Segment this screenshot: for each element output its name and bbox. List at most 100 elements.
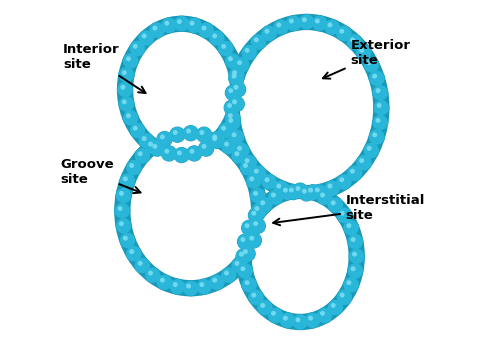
- Circle shape: [230, 81, 246, 97]
- Circle shape: [305, 185, 320, 200]
- Circle shape: [118, 96, 134, 112]
- Circle shape: [260, 200, 265, 205]
- Circle shape: [196, 127, 212, 142]
- Circle shape: [292, 182, 308, 199]
- Circle shape: [350, 169, 355, 174]
- Circle shape: [280, 312, 295, 328]
- Circle shape: [340, 293, 344, 298]
- Circle shape: [347, 234, 364, 250]
- Circle shape: [246, 173, 262, 189]
- Circle shape: [254, 206, 260, 211]
- Circle shape: [366, 146, 372, 151]
- Circle shape: [336, 207, 352, 224]
- Circle shape: [209, 30, 224, 46]
- Circle shape: [228, 56, 233, 61]
- Circle shape: [302, 17, 307, 22]
- Circle shape: [250, 218, 266, 234]
- Circle shape: [304, 312, 321, 329]
- Text: Exterior
site: Exterior site: [323, 39, 410, 79]
- Circle shape: [221, 268, 236, 283]
- Circle shape: [359, 158, 364, 163]
- Circle shape: [122, 99, 127, 104]
- Circle shape: [328, 22, 332, 27]
- Circle shape: [202, 26, 206, 31]
- Circle shape: [120, 173, 136, 189]
- Circle shape: [237, 60, 242, 65]
- Circle shape: [142, 136, 146, 141]
- Circle shape: [234, 85, 238, 90]
- Circle shape: [246, 232, 262, 249]
- Circle shape: [298, 185, 314, 202]
- Circle shape: [261, 174, 278, 190]
- Circle shape: [237, 263, 253, 279]
- Circle shape: [134, 148, 150, 164]
- Circle shape: [328, 300, 343, 316]
- Circle shape: [283, 188, 288, 193]
- Circle shape: [283, 316, 288, 321]
- Circle shape: [240, 246, 256, 261]
- Circle shape: [225, 115, 241, 131]
- Circle shape: [202, 144, 206, 149]
- Circle shape: [296, 317, 300, 322]
- Circle shape: [248, 289, 264, 305]
- Circle shape: [271, 192, 276, 198]
- Circle shape: [152, 144, 158, 149]
- Circle shape: [232, 70, 237, 75]
- Circle shape: [246, 173, 262, 189]
- Circle shape: [364, 57, 379, 73]
- Circle shape: [260, 303, 265, 308]
- Circle shape: [264, 29, 270, 34]
- Circle shape: [328, 197, 343, 213]
- Circle shape: [130, 122, 145, 138]
- Circle shape: [312, 15, 328, 31]
- Circle shape: [122, 53, 139, 69]
- Circle shape: [230, 82, 246, 97]
- Circle shape: [372, 132, 377, 137]
- Circle shape: [343, 220, 359, 236]
- Circle shape: [198, 22, 214, 38]
- Circle shape: [209, 275, 224, 290]
- Circle shape: [228, 129, 244, 145]
- Circle shape: [349, 249, 364, 264]
- Circle shape: [331, 303, 336, 308]
- Circle shape: [132, 126, 138, 131]
- Circle shape: [241, 277, 258, 293]
- Circle shape: [174, 16, 190, 32]
- Circle shape: [250, 166, 266, 181]
- Circle shape: [336, 289, 352, 305]
- Circle shape: [221, 126, 226, 131]
- Circle shape: [250, 236, 254, 241]
- Circle shape: [182, 125, 199, 141]
- Circle shape: [244, 158, 250, 163]
- Circle shape: [134, 257, 150, 274]
- Circle shape: [238, 234, 253, 249]
- Circle shape: [340, 211, 344, 216]
- Circle shape: [114, 203, 130, 218]
- Circle shape: [347, 263, 364, 279]
- Circle shape: [276, 22, 281, 27]
- Circle shape: [157, 131, 172, 147]
- Circle shape: [240, 160, 256, 175]
- Circle shape: [347, 34, 362, 50]
- Text: Interior
site: Interior site: [63, 44, 146, 93]
- Circle shape: [273, 180, 288, 196]
- Circle shape: [317, 189, 332, 205]
- Circle shape: [273, 180, 289, 196]
- Circle shape: [183, 126, 198, 141]
- Circle shape: [149, 22, 165, 38]
- Circle shape: [244, 223, 250, 228]
- Circle shape: [343, 277, 359, 293]
- Circle shape: [350, 266, 356, 271]
- Circle shape: [250, 34, 266, 50]
- Circle shape: [212, 134, 217, 139]
- Circle shape: [190, 21, 194, 26]
- Ellipse shape: [114, 125, 268, 296]
- Circle shape: [257, 299, 273, 316]
- Circle shape: [315, 187, 320, 192]
- Ellipse shape: [224, 14, 390, 202]
- Circle shape: [130, 41, 145, 56]
- Circle shape: [118, 67, 134, 83]
- Circle shape: [336, 25, 352, 42]
- Circle shape: [156, 131, 172, 147]
- Circle shape: [196, 279, 212, 295]
